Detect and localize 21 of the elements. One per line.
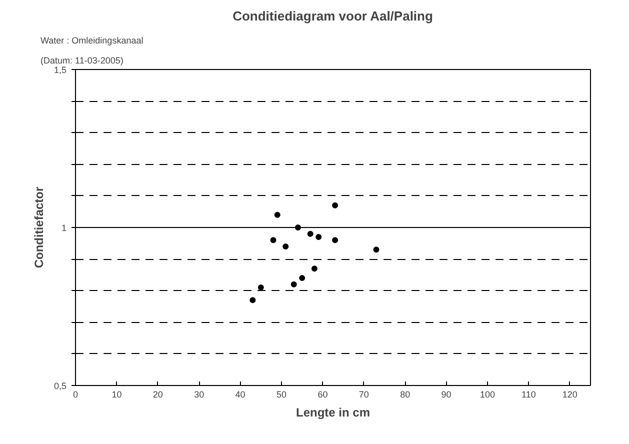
text: Water : Omleidingskanaal bbox=[40, 36, 144, 46]
x-tick-label: 70 bbox=[358, 390, 369, 400]
y-tick-label: 1 bbox=[61, 223, 67, 233]
y-tick-label: 0,5 bbox=[54, 381, 67, 391]
y-axis-title: Conditiefactor bbox=[32, 186, 46, 268]
x-tick-label: 120 bbox=[562, 390, 578, 400]
x-tick-label: 60 bbox=[318, 390, 328, 400]
x-tick-label: 100 bbox=[480, 390, 496, 400]
text: (Datum: 11-03-2005) bbox=[40, 56, 124, 66]
x-tick-label: 30 bbox=[194, 390, 204, 400]
x-tick-label: 90 bbox=[441, 390, 452, 400]
y-tick-label: 1,5 bbox=[54, 65, 67, 75]
x-tick-label: 0 bbox=[72, 390, 78, 400]
x-tick-label: 110 bbox=[522, 390, 536, 400]
x-tick-label: 80 bbox=[400, 390, 410, 400]
x-tick-label: 10 bbox=[112, 390, 122, 400]
x-tick-label: 40 bbox=[235, 390, 246, 400]
x-tick-label: 50 bbox=[276, 390, 287, 400]
chart-title: Conditiediagram voor Aal/Paling bbox=[232, 8, 433, 24]
x-tick-label: 20 bbox=[152, 390, 163, 400]
x-axis-title: Lengte in cm bbox=[296, 406, 370, 420]
